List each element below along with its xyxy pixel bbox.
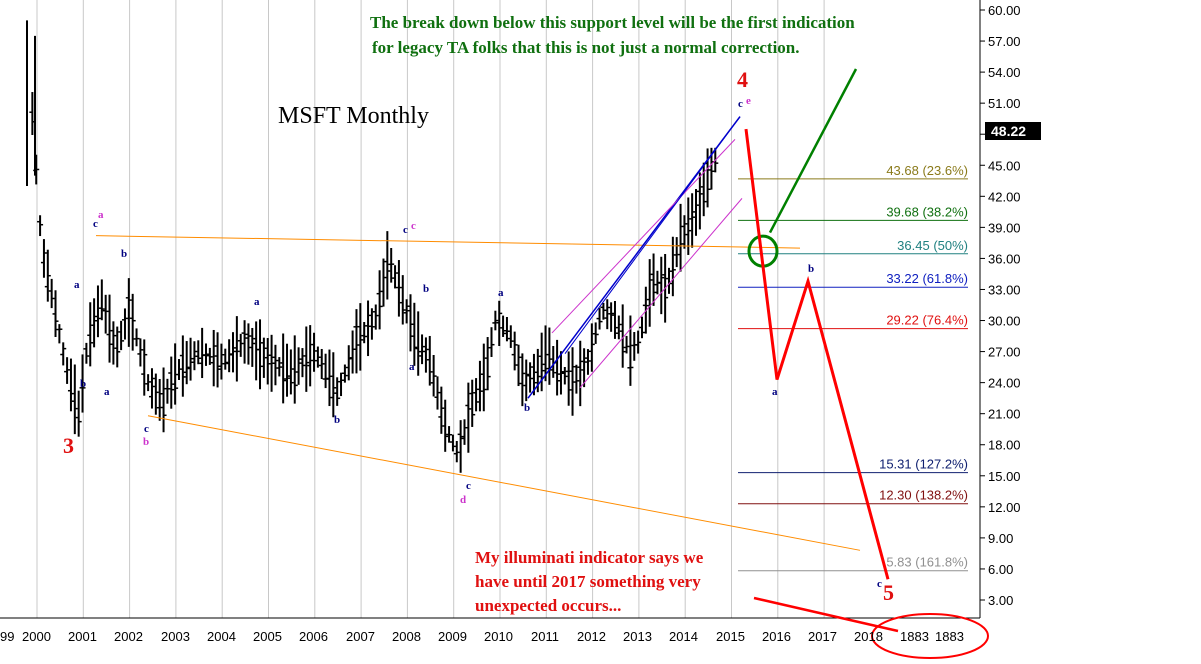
price-bars xyxy=(26,20,719,473)
x-tick-label: 2004 xyxy=(207,629,236,644)
bullish-projection-line xyxy=(768,68,858,234)
x-tick-label: 2014 xyxy=(669,629,698,644)
x-tick-label: 2002 xyxy=(114,629,143,644)
fib-level-label: 5.83 (161.8%) xyxy=(886,555,968,570)
chart-title: MSFT Monthly xyxy=(278,103,429,129)
wave-label: a xyxy=(772,386,778,398)
x-tick-label: 2011 xyxy=(531,629,559,644)
wave-label: e xyxy=(746,95,751,107)
wave-label: b xyxy=(143,436,149,448)
wave-label: c xyxy=(411,220,416,232)
x-tick-label: 1883 xyxy=(935,629,964,644)
y-tick-label: 30.00 xyxy=(988,314,1021,329)
channel-upper-line xyxy=(527,116,741,399)
top-annotation: The break down below this support level … xyxy=(370,13,859,57)
fib-level-label: 39.68 (38.2%) xyxy=(886,204,968,219)
channel-magenta-upper xyxy=(551,139,736,334)
wave-label: b xyxy=(808,263,814,275)
time-axis: 99 2000 2001 2002 2003 2004 2005 2006 2007 2008 20… xyxy=(0,629,964,644)
x-tick-label: 2018 xyxy=(854,629,883,644)
lower-trend-line xyxy=(147,415,861,551)
channel-magenta-lower xyxy=(579,198,743,389)
y-tick-label: 33.00 xyxy=(988,282,1021,297)
y-tick-label: 60.00 xyxy=(988,3,1021,18)
x-tick-label: 2009 xyxy=(438,629,467,644)
wave-label: a xyxy=(98,209,104,221)
wave-label: a xyxy=(498,287,504,299)
y-tick-label: 57.00 xyxy=(988,34,1021,49)
fib-level-label: 15.31 (127.2%) xyxy=(879,457,968,472)
fib-level-label: 33.22 (61.8%) xyxy=(886,271,968,286)
wave-label: 5 xyxy=(883,580,894,605)
y-tick-label: 36.00 xyxy=(988,251,1021,266)
x-tick-label: 2003 xyxy=(161,629,190,644)
y-tick-label: 18.00 xyxy=(988,438,1021,453)
highlight-ellipse xyxy=(871,613,989,659)
x-tick-label: 2013 xyxy=(623,629,652,644)
wave-label: d xyxy=(460,494,466,506)
price-axis: 60.0057.0054.0051.0048.0045.0042.0039.00… xyxy=(980,3,1021,608)
channel-inner-line xyxy=(564,116,741,354)
wave-label: 3 xyxy=(63,433,74,458)
trendline-overlays xyxy=(95,68,989,659)
wave-label: a xyxy=(104,386,110,398)
y-tick-label: 51.00 xyxy=(988,96,1021,111)
fib-level-label: 29.22 (76.4%) xyxy=(886,313,968,328)
x-tick-label: 2012 xyxy=(577,629,606,644)
y-tick-label: 9.00 xyxy=(988,531,1013,546)
y-tick-label: 24.00 xyxy=(988,376,1021,391)
fib-level-label: 36.45 (50%) xyxy=(897,238,968,253)
bearish-projection-path xyxy=(744,128,890,580)
x-tick-label: 99 xyxy=(0,629,14,644)
bottom-annotation: My illuminati indicator says we have unt… xyxy=(475,548,708,615)
x-tick-label: 2001 xyxy=(68,629,97,644)
x-tick-label: 2016 xyxy=(762,629,791,644)
wave-label: a xyxy=(254,296,260,308)
x-tick-label: 2010 xyxy=(484,629,513,644)
fib-level-label: 43.68 (23.6%) xyxy=(886,163,968,178)
y-tick-label: 39.00 xyxy=(988,220,1021,235)
wave-label: b xyxy=(423,283,429,295)
x-tick-label: 2017 xyxy=(808,629,837,644)
wave-label: a xyxy=(409,361,415,373)
x-tick-label: 2005 xyxy=(253,629,282,644)
wave-label: b xyxy=(121,248,127,260)
wave-label: c xyxy=(144,423,149,435)
indicator-pointer-line xyxy=(753,596,899,633)
wave-label: b xyxy=(334,414,340,426)
y-tick-label: 15.00 xyxy=(988,469,1021,484)
fibonacci-levels: 43.68 (23.6%) 39.68 (38.2%) 36.45 (50%) 33.… xyxy=(738,163,968,572)
x-tick-label: 2006 xyxy=(299,629,328,644)
y-tick-label: 6.00 xyxy=(988,562,1013,577)
wave-label: 4 xyxy=(737,67,748,92)
y-tick-label: 3.00 xyxy=(988,593,1013,608)
x-tick-label: 2015 xyxy=(716,629,745,644)
wave-label: c xyxy=(877,578,882,590)
last-price-label: 48.22 xyxy=(991,123,1026,139)
wave-label: b xyxy=(80,378,86,390)
wave-label: c xyxy=(403,224,408,236)
y-tick-label: 45.00 xyxy=(988,158,1021,173)
wave-label: c xyxy=(93,218,98,230)
x-tick-label: 1883 xyxy=(900,629,929,644)
x-tick-label: 2000 xyxy=(22,629,51,644)
support-line xyxy=(95,235,801,249)
last-price-box xyxy=(985,122,1041,140)
x-tick-label: 2007 xyxy=(346,629,375,644)
grid-lines xyxy=(0,0,981,619)
y-tick-label: 54.00 xyxy=(988,65,1021,80)
wave-label: c xyxy=(466,480,471,492)
x-tick-label: 2008 xyxy=(392,629,421,644)
wave-label: c xyxy=(738,98,743,110)
y-tick-label: 21.00 xyxy=(988,407,1021,422)
y-tick-label: 12.00 xyxy=(988,500,1021,515)
fib-level-label: 12.30 (138.2%) xyxy=(879,488,968,503)
y-tick-label: 27.00 xyxy=(988,345,1021,360)
y-tick-label: 42.00 xyxy=(988,189,1021,204)
wave-label: b xyxy=(524,402,530,414)
wave-label: a xyxy=(74,279,80,291)
